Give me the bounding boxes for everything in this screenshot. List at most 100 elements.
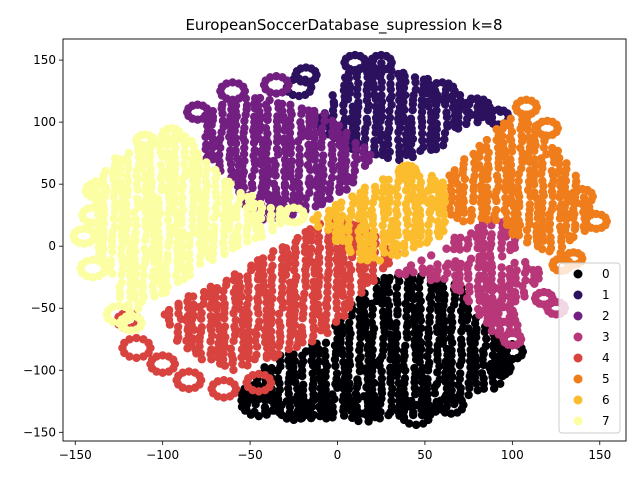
scatter-point [300, 289, 309, 298]
scatter-point [360, 183, 370, 192]
scatter-point [401, 341, 410, 351]
scatter-point [201, 205, 210, 214]
scatter-point [507, 166, 516, 176]
scatter-point [552, 127, 561, 137]
scatter-point [266, 333, 276, 342]
scatter-point [378, 221, 387, 230]
scatter-point [146, 164, 156, 173]
scatter-point [546, 233, 555, 242]
scatter-point [268, 261, 277, 271]
scatter-point [489, 384, 499, 393]
scatter-point [291, 259, 300, 268]
scatter-point [410, 73, 420, 82]
scatter-point [323, 328, 332, 338]
scatter-point [465, 282, 474, 291]
scatter-point [471, 352, 480, 361]
scatter-point [163, 148, 172, 158]
scatter-point [147, 177, 157, 187]
scatter-point [438, 196, 447, 205]
scatter-point [322, 322, 331, 331]
scatter-point [305, 174, 314, 183]
scatter-point [314, 265, 323, 275]
scatter-point [561, 176, 571, 186]
scatter-point [344, 234, 354, 243]
scatter-point [438, 178, 447, 187]
scatter-point [178, 193, 187, 202]
scatter-point [296, 118, 305, 127]
scatter-point [291, 300, 300, 310]
scatter-point [290, 328, 300, 338]
scatter-point [375, 124, 384, 133]
scatter-point [147, 198, 157, 207]
scatter-point [338, 211, 347, 221]
scatter-point [321, 380, 331, 389]
scatter-point [202, 111, 211, 121]
scatter-point [348, 192, 357, 201]
scatter-point [383, 134, 393, 143]
scatter-point [101, 166, 110, 176]
scatter-point [169, 205, 179, 215]
scatter-point [192, 183, 202, 192]
scatter-point [132, 353, 141, 363]
scatter-point [328, 390, 337, 399]
scatter-point [281, 270, 291, 280]
scatter-point [255, 222, 265, 231]
scatter-point [273, 374, 283, 383]
legend-label: 3 [602, 330, 610, 344]
scatter-point [360, 143, 369, 152]
scatter-point [370, 182, 380, 192]
scatter-point [250, 165, 259, 175]
scatter-point [332, 304, 342, 313]
scatter-point [523, 119, 533, 128]
scatter-point [236, 188, 245, 198]
scatter-point [240, 123, 249, 133]
scatter-point [174, 309, 183, 318]
scatter-point [265, 382, 274, 392]
scatter-point [277, 99, 287, 109]
scatter-point [238, 91, 248, 100]
scatter-point [153, 194, 163, 203]
legend-marker [573, 332, 583, 342]
series-5-group [436, 95, 611, 276]
scatter-point [224, 210, 234, 220]
scatter-point [417, 345, 426, 354]
scatter-point [275, 385, 284, 395]
scatter-point [395, 142, 404, 151]
scatter-point [109, 214, 118, 223]
scatter-point [324, 242, 334, 252]
scatter-point [319, 151, 328, 160]
scatter-point [402, 312, 411, 321]
scatter-point [243, 339, 253, 349]
scatter-point [218, 355, 228, 364]
scatter-point [246, 410, 256, 419]
scatter-point [310, 74, 320, 83]
scatter-point [289, 395, 298, 405]
scatter-point [447, 346, 456, 355]
scatter-point [337, 344, 346, 354]
scatter-point [97, 214, 107, 224]
legend-box [558, 262, 621, 434]
scatter-point [523, 233, 533, 242]
scatter-point [212, 300, 222, 310]
scatter-point [392, 199, 402, 208]
scatter-point [121, 232, 131, 242]
scatter-point [289, 415, 298, 425]
scatter-point [164, 155, 173, 164]
scatter-point [250, 199, 259, 209]
scatter-point [277, 289, 287, 298]
scatter-point [466, 254, 476, 264]
y-tick-label: −50 [31, 301, 56, 315]
scatter-point [325, 194, 334, 203]
scatter-point [337, 198, 346, 207]
scatter-point [132, 221, 141, 230]
scatter-point [340, 311, 349, 320]
scatter-point [177, 214, 186, 223]
scatter-point [263, 110, 272, 120]
scatter-point [384, 307, 393, 316]
scatter-point [320, 110, 329, 119]
scatter-point [385, 330, 395, 339]
scatter-point [514, 176, 523, 186]
scatter-point [399, 361, 408, 371]
scatter-point [487, 274, 496, 284]
